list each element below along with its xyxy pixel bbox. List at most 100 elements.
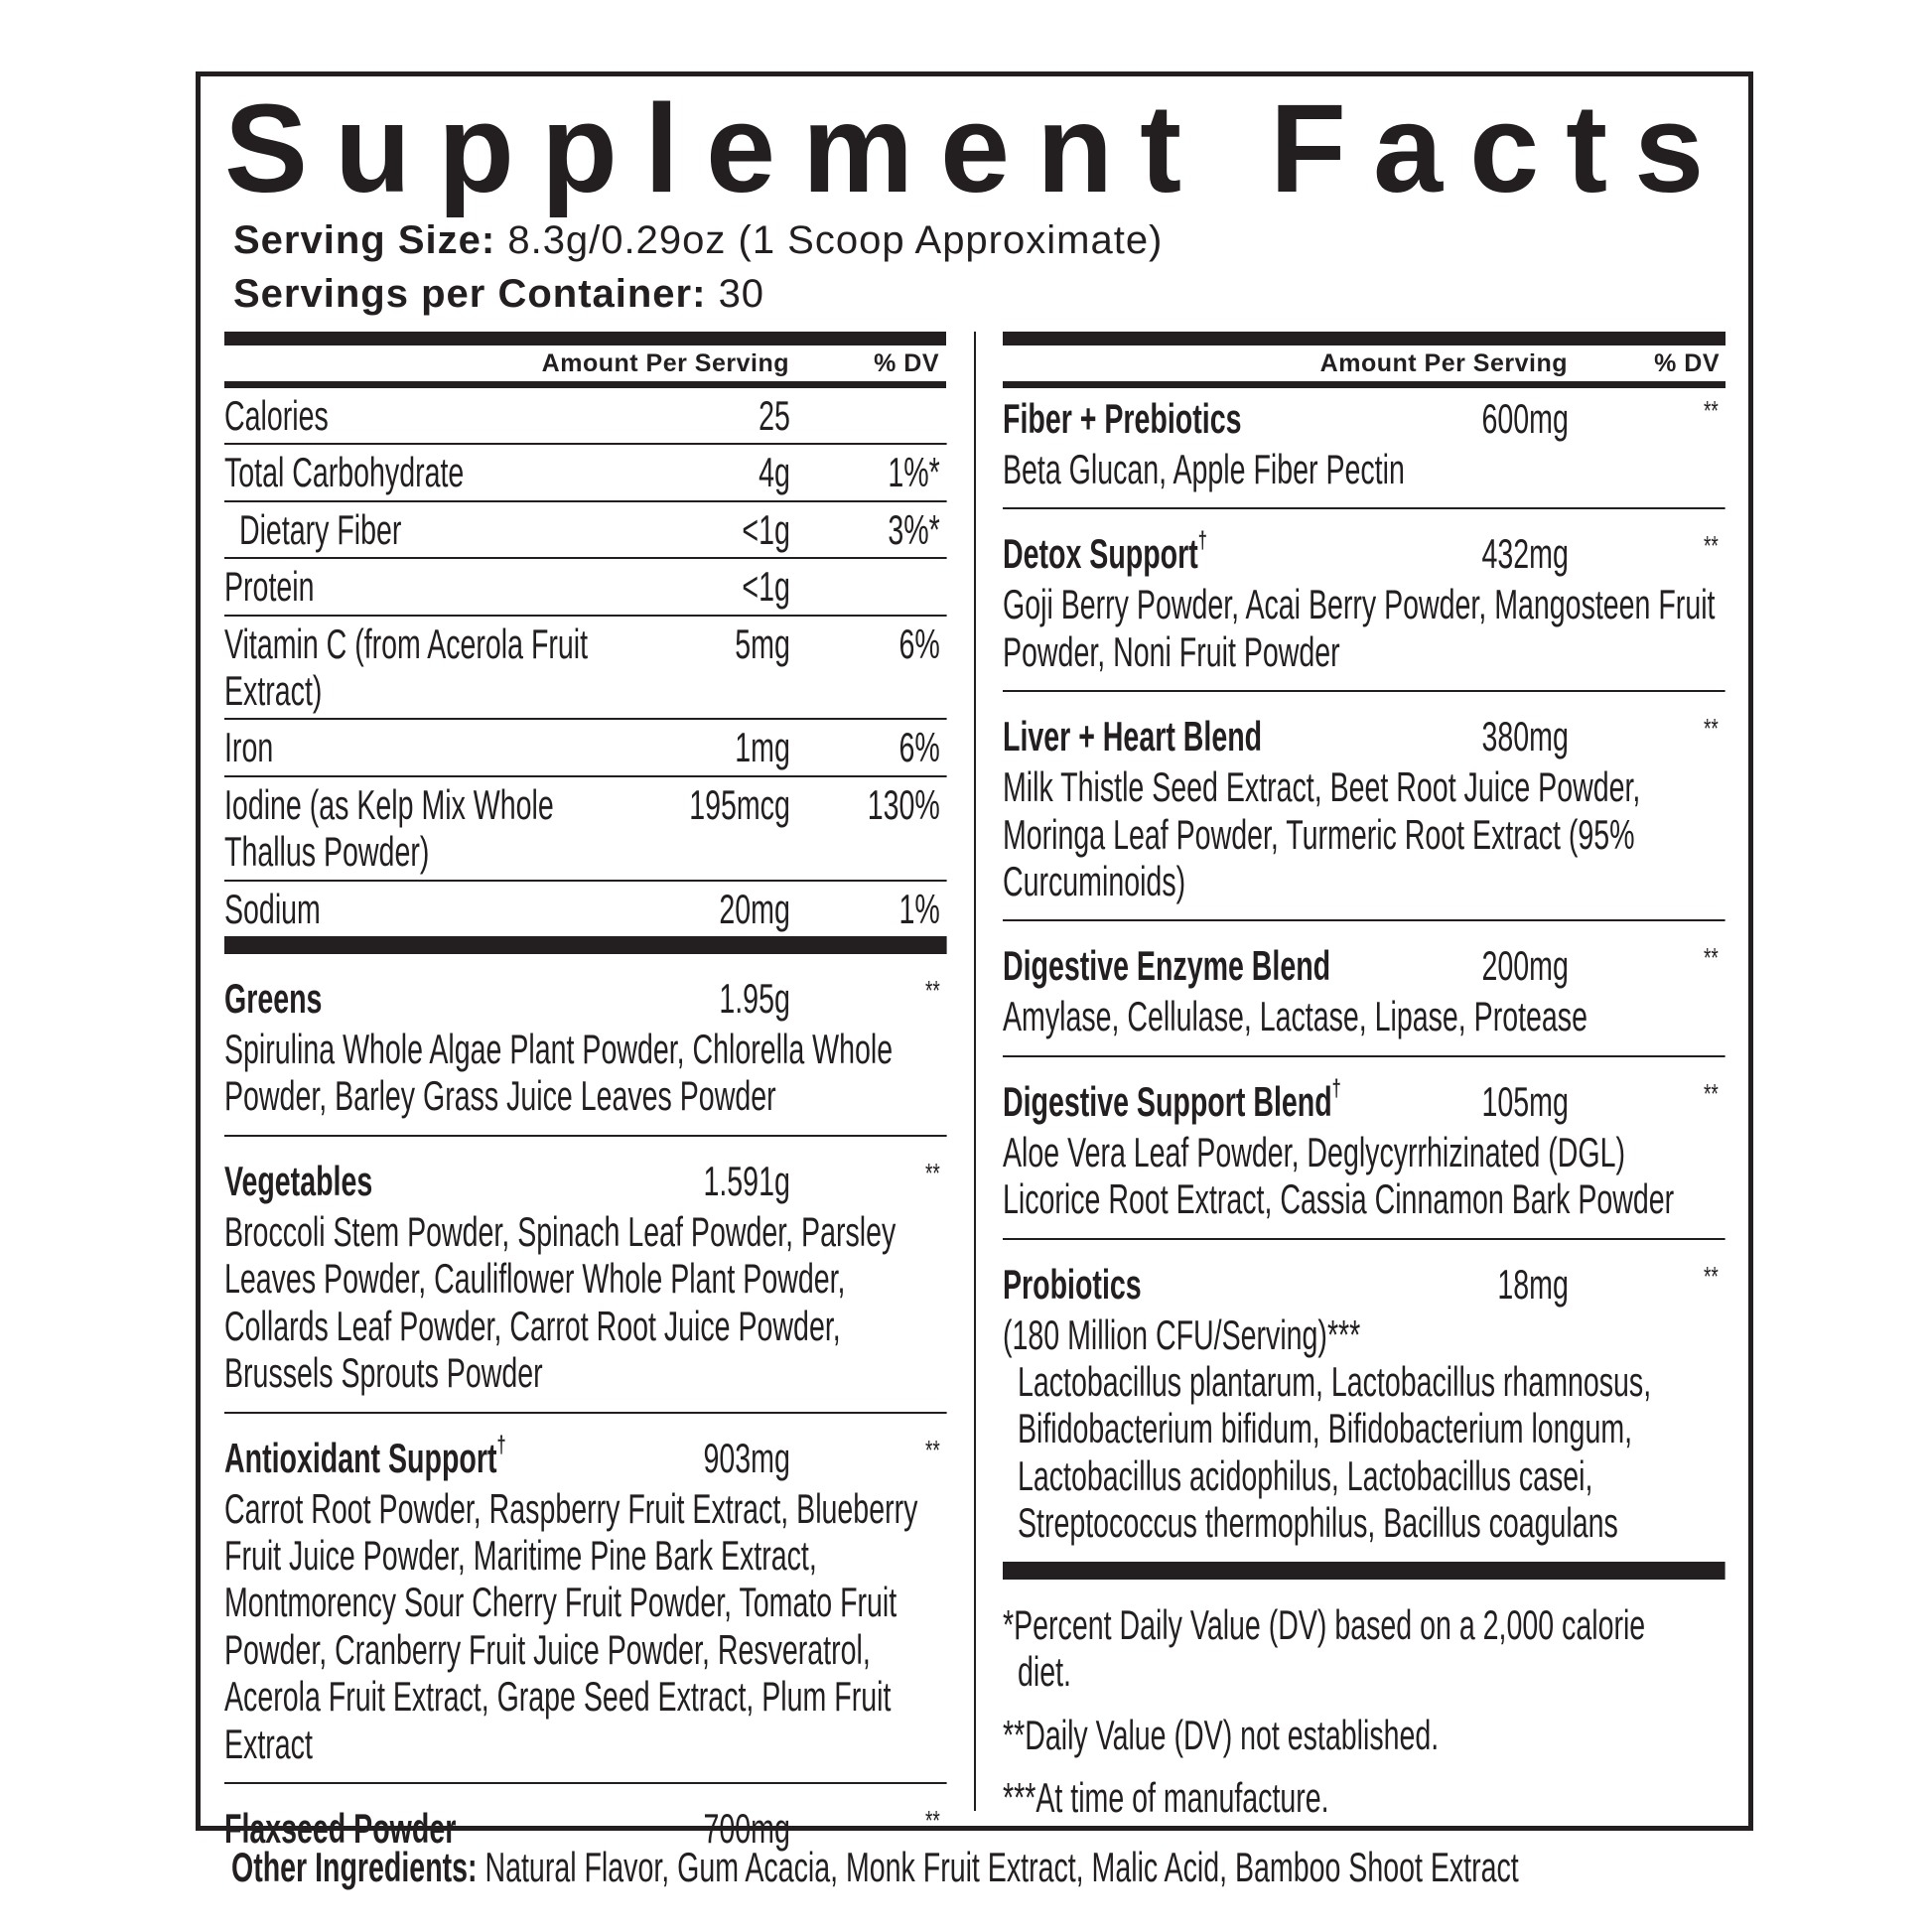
blend-ingredients: Milk Thistle Seed Extract, Beet Root Jui… xyxy=(1003,763,1641,905)
blend-amount: 18mg xyxy=(1497,1260,1569,1308)
blend-name: Digestive Support Blend† xyxy=(1003,1074,1725,1129)
blend-name: Probiotics xyxy=(1003,1257,1725,1311)
blend-name-text: Fiber + Prebiotics xyxy=(1003,395,1242,442)
nutrient-dv: 130% xyxy=(867,780,940,828)
nutrient-amount: 5mg xyxy=(735,620,790,667)
blend-name: Vegetables xyxy=(224,1154,947,1208)
blend-section: Detox Support† 432mg ** Goji Berry Powder, … xyxy=(1003,509,1725,693)
other-ingredients: Other Ingredients: Natural Flavor, Gum A… xyxy=(231,1839,1820,1896)
nutrient-name: Calories xyxy=(224,392,329,439)
other-ingredients-value: Natural Flavor, Gum Acacia, Monk Fruit E… xyxy=(484,1844,1519,1890)
footnote: *Percent Daily Value (DV) based on a 2,0… xyxy=(1003,1600,1646,1696)
supplement-facts-panel xyxy=(196,71,1753,1831)
serving-size-label: Serving Size: xyxy=(233,218,496,262)
blend-amount: 432mg xyxy=(1481,530,1569,578)
blend-amount: 1.95g xyxy=(719,975,790,1023)
blend-dv: ** xyxy=(924,1804,940,1836)
nutrient-row: Dietary Fiber <1g 3%* xyxy=(224,502,947,560)
nutrient-name: Total Carbohydrate xyxy=(224,449,465,496)
blend-ingredients: Amylase, Cellulase, Lactase, Lipase, Pro… xyxy=(1003,993,1587,1040)
nutrient-row: Total Carbohydrate 4g 1%* xyxy=(224,445,947,502)
serving-size-value: 8.3g/0.29oz (1 Scoop Approximate) xyxy=(507,218,1164,262)
left-column: Calories 25 Total Carbohydrate 4g 1%* Dietary… xyxy=(224,388,947,1870)
blend-dv: ** xyxy=(924,1157,940,1188)
blend-name: Detox Support† xyxy=(1003,526,1725,581)
nutrient-amount: 4g xyxy=(759,449,790,496)
blend-section: Fiber + Prebiotics 600mg ** Beta Glucan, Ap… xyxy=(1003,388,1725,510)
right-header-dv: % DV xyxy=(1654,349,1720,377)
blend-amount: 700mg xyxy=(703,1804,790,1852)
nutrient-dv: 6% xyxy=(898,724,940,771)
blend-section: Liver + Heart Blend 380mg ** Milk Thistle S… xyxy=(1003,692,1725,922)
serving-size: Serving Size: 8.3g/0.29oz (1 Scoop Appro… xyxy=(233,216,1163,264)
blend-name-text: Digestive Enzyme Blend xyxy=(1003,942,1331,990)
nutrient-row: Iron 1mg 6% xyxy=(224,720,947,777)
nutrient-row: Iodine (as Kelp Mix Whole Thallus Powder… xyxy=(224,777,947,882)
blend-name: Liver + Heart Blend xyxy=(1003,709,1725,763)
footnote: **Daily Value (DV) not established. xyxy=(1003,1711,1440,1758)
left-top-bar xyxy=(224,332,946,345)
blend-name-text: Vegetables xyxy=(224,1157,373,1204)
nutrient-dv: 1% xyxy=(898,885,940,932)
blend-dv: ** xyxy=(924,975,940,1007)
nutrient-dv: 6% xyxy=(898,620,940,667)
nutrient-amount: 1mg xyxy=(735,724,790,771)
left-header-amount: Amount Per Serving xyxy=(541,349,789,377)
blend-dv: ** xyxy=(1703,530,1719,562)
left-header-dv: % DV xyxy=(874,349,939,377)
blend-ingredients: Aloe Vera Leaf Powder, Deglycyrrhizinate… xyxy=(1003,1128,1675,1223)
nutrient-row: Calories 25 xyxy=(224,388,947,446)
other-ingredients-label: Other Ingredients: xyxy=(231,1844,478,1890)
blend-name-text: Probiotics xyxy=(1003,1260,1142,1308)
blend-ingredients: Spirulina Whole Algae Plant Powder, Chlo… xyxy=(224,1026,894,1120)
nutrient-amount: <1g xyxy=(742,505,790,553)
nutrient-row: Protein <1g xyxy=(224,559,947,617)
blend-section: Digestive Support Blend† 105mg ** Aloe Vera… xyxy=(1003,1057,1725,1240)
blend-dv: ** xyxy=(1703,942,1719,974)
right-header-amount: Amount Per Serving xyxy=(1319,349,1568,377)
blend-section: Digestive Enzyme Blend 200mg ** Amylase, Ce… xyxy=(1003,921,1725,1057)
nutrient-dv: 1%* xyxy=(888,449,940,496)
blend-name: Flaxseed Powder xyxy=(224,1801,947,1856)
blend-amount: 903mg xyxy=(703,1434,790,1481)
dagger-mark: † xyxy=(496,1431,506,1458)
nutrient-dv: 3%* xyxy=(888,505,940,553)
blend-ingredients: Goji Berry Powder, Acai Berry Powder, Ma… xyxy=(1003,581,1716,675)
footnotes: *Percent Daily Value (DV) based on a 2,0… xyxy=(1003,1580,1725,1822)
nutrient-amount: 195mcg xyxy=(689,780,790,828)
nutrient-name: Iodine (as Kelp Mix Whole Thallus Powder… xyxy=(224,780,554,876)
dagger-mark: † xyxy=(1197,527,1207,555)
blend-name-text: Liver + Heart Blend xyxy=(1003,713,1263,760)
blend-name-text: Greens xyxy=(224,975,323,1023)
blend-dv: ** xyxy=(1703,395,1719,426)
blend-ingredients: Beta Glucan, Apple Fiber Pectin xyxy=(1003,446,1405,492)
servings-per-container-value: 30 xyxy=(718,272,765,316)
footnote: ***At time of manufacture. xyxy=(1003,1773,1329,1821)
blend-dv: ** xyxy=(1703,1260,1719,1292)
blend-ingredients: Lactobacillus plantarum, Lactobacillus r… xyxy=(1017,1358,1652,1547)
left-header-rule xyxy=(224,381,946,388)
nutrient-row: Sodium 20mg 1% xyxy=(224,882,947,936)
blend-section: Vegetables 1.591g ** Broccoli Stem Powder, … xyxy=(224,1137,947,1414)
thick-divider-bar xyxy=(224,936,947,955)
panel-title: Supplement Facts xyxy=(224,78,1731,218)
blend-section: Probiotics 18mg ** (180 Million CFU/Serving… xyxy=(1003,1240,1725,1562)
nutrient-name: Protein xyxy=(224,563,315,611)
blend-dv: ** xyxy=(1703,713,1719,745)
blend-section: Flaxseed Powder 700mg ** xyxy=(224,1784,947,1870)
blend-ingredients: Carrot Root Powder, Raspberry Fruit Extr… xyxy=(224,1484,918,1767)
blend-amount: 200mg xyxy=(1481,942,1569,990)
dagger-mark: † xyxy=(1331,1074,1341,1102)
nutrient-name: Vitamin C (from Acerola Fruit Extract) xyxy=(224,620,589,715)
blend-ingredients: Broccoli Stem Powder, Spinach Leaf Powde… xyxy=(224,1207,897,1397)
nutrient-name: Dietary Fiber xyxy=(238,505,402,553)
blend-name-text: Digestive Support Blend xyxy=(1003,1077,1332,1125)
blend-name: Antioxidant Support† xyxy=(224,1431,947,1485)
nutrient-name: Sodium xyxy=(224,885,321,932)
thick-divider-bar xyxy=(1003,1561,1725,1580)
nutrient-amount: <1g xyxy=(742,563,790,611)
blend-amount: 1.591g xyxy=(703,1157,790,1204)
blend-amount: 105mg xyxy=(1481,1077,1569,1125)
servings-per-container: Servings per Container: 30 xyxy=(233,270,764,318)
right-top-bar xyxy=(1003,332,1725,345)
